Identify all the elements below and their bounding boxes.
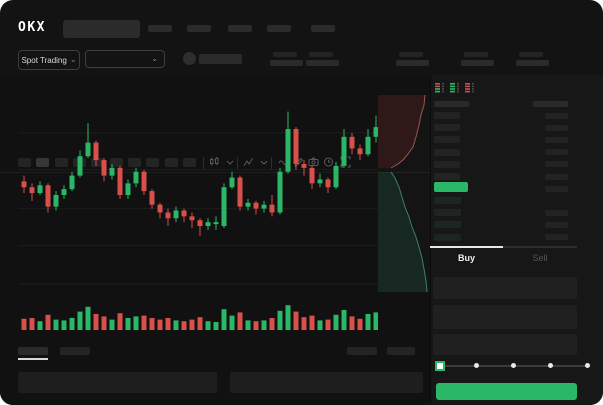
candlestick-chart[interactable] — [18, 98, 378, 292]
ask-row-amount-placeholder — [545, 149, 568, 156]
bid-row-amount-placeholder — [545, 221, 568, 228]
search-input[interactable] — [63, 20, 140, 38]
stat-value-placeholder — [516, 60, 549, 66]
toolbar-divider — [0, 172, 430, 173]
nav-item-placeholder[interactable] — [311, 25, 335, 32]
stat-value-placeholder — [270, 60, 303, 66]
slider-mark[interactable] — [511, 363, 516, 368]
orderbook-bids-icon[interactable] — [449, 82, 460, 93]
top-nav-bar: OKX — [0, 0, 603, 45]
tab-sell[interactable]: Sell — [503, 250, 577, 266]
nav-item-placeholder[interactable] — [228, 25, 252, 32]
sell-tab-indicator — [503, 246, 577, 248]
nav-item-placeholder[interactable] — [148, 25, 172, 32]
pair-dropdown[interactable]: ⌄ — [85, 50, 165, 68]
bid-row-price-placeholder[interactable] — [434, 197, 461, 204]
market-bar: Spot Trading ⌄ ⌄ — [0, 45, 603, 75]
history-icon[interactable] — [323, 156, 334, 168]
buy-tab-label: Buy — [457, 253, 475, 263]
ask-row-amount-placeholder — [545, 124, 568, 131]
ask-row-amount-placeholder — [545, 185, 568, 192]
buy-button[interactable] — [436, 383, 577, 400]
timeframe-button[interactable] — [110, 158, 123, 167]
bottom-tab-placeholder[interactable] — [60, 347, 90, 355]
stat-value-placeholder — [461, 60, 494, 66]
timeframe-button[interactable] — [55, 158, 68, 167]
order-input-placeholder[interactable] — [433, 277, 577, 299]
ask-row-price-placeholder[interactable] — [434, 160, 460, 168]
candle-style-icon[interactable] — [209, 156, 220, 168]
slider-mark[interactable] — [585, 363, 590, 368]
timeframe-button[interactable] — [18, 158, 31, 167]
timeframe-button[interactable] — [36, 158, 49, 167]
bottom-panel-placeholder — [18, 372, 217, 393]
chevron-down-icon[interactable] — [225, 156, 236, 168]
ask-row-amount-placeholder — [545, 136, 568, 143]
okx-logo[interactable]: OKX — [18, 20, 46, 35]
stat-label-placeholder — [273, 52, 297, 57]
chevron-down-icon: ⌄ — [151, 54, 158, 63]
toolbar-separator — [271, 157, 272, 169]
bid-row-price-placeholder[interactable] — [434, 209, 461, 217]
nav-item-placeholder[interactable] — [187, 25, 211, 32]
slider-mark[interactable] — [474, 363, 479, 368]
ask-row-price-placeholder[interactable] — [434, 173, 460, 180]
ask-row-price-placeholder[interactable] — [434, 112, 460, 119]
timeframe-button[interactable] — [146, 158, 159, 167]
timeframe-button[interactable] — [91, 158, 104, 167]
stat-value-placeholder — [306, 60, 339, 66]
active-tab-underline — [18, 358, 48, 360]
indicators-icon[interactable] — [243, 156, 254, 168]
ask-row-price-placeholder[interactable] — [434, 136, 460, 144]
ask-row-amount-placeholder — [545, 161, 568, 168]
toolbar-separator — [237, 157, 238, 169]
ask-row-amount-placeholder — [545, 112, 568, 119]
depth-overlay — [378, 95, 428, 292]
toolbar-separator — [203, 157, 204, 169]
tab-buy[interactable]: Buy — [430, 250, 503, 266]
coin-logo — [183, 52, 196, 65]
stat-label-placeholder — [464, 52, 488, 57]
volume-bars — [21, 305, 378, 330]
bid-row-price-placeholder[interactable] — [434, 233, 461, 241]
market-type-selector[interactable]: Spot Trading ⌄ — [18, 50, 80, 70]
ask-row-price-placeholder[interactable] — [434, 148, 460, 156]
orderbook-combined-icon[interactable] — [434, 82, 445, 93]
bottom-action-placeholder[interactable] — [347, 347, 377, 355]
orderbook-asks-icon[interactable] — [464, 82, 475, 93]
order-input-placeholder[interactable] — [433, 334, 577, 355]
orderbook-header-placeholder — [434, 101, 469, 107]
timeframe-button[interactable] — [128, 158, 141, 167]
slider-handle[interactable] — [435, 361, 445, 371]
bottom-action-placeholder[interactable] — [387, 347, 415, 355]
pair-name-placeholder — [199, 54, 242, 64]
last-price-highlight[interactable] — [434, 182, 468, 192]
bid-row-amount-placeholder — [545, 209, 568, 216]
chevron-down-icon: ⌄ — [69, 55, 77, 64]
timeframe-button[interactable] — [165, 158, 178, 167]
nav-item-placeholder[interactable] — [267, 25, 291, 32]
bid-row-price-placeholder[interactable] — [434, 221, 461, 229]
stat-label-placeholder — [519, 52, 543, 57]
ask-row-amount-placeholder — [545, 173, 568, 180]
orderbook-header-placeholder — [533, 101, 568, 107]
chart-column — [0, 75, 430, 405]
slider-mark[interactable] — [548, 363, 553, 368]
chevron-down-icon[interactable] — [259, 156, 270, 168]
ask-row-price-placeholder[interactable] — [434, 124, 460, 132]
stat-value-placeholder — [396, 60, 429, 66]
fullscreen-icon[interactable] — [340, 156, 351, 168]
bottom-tab-active-placeholder[interactable] — [18, 347, 48, 355]
timeframe-button[interactable] — [183, 158, 196, 167]
bid-row-amount-placeholder — [545, 233, 568, 240]
stat-label-placeholder — [399, 52, 423, 57]
buy-tab-indicator — [430, 246, 503, 248]
sell-tab-label: Sell — [532, 253, 548, 263]
bottom-panel-placeholder — [230, 372, 423, 393]
market-type-label: Spot Trading — [21, 55, 67, 65]
camera-icon[interactable] — [308, 156, 319, 168]
stat-label-placeholder — [309, 52, 333, 57]
order-input-placeholder[interactable] — [433, 305, 577, 329]
